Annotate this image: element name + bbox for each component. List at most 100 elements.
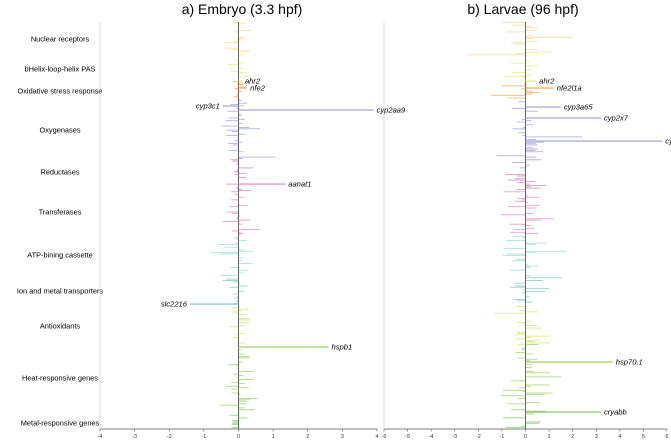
gene-bar <box>525 410 546 412</box>
gene-bar <box>236 108 239 109</box>
gene-bar <box>230 206 239 208</box>
gene-bar <box>237 93 239 95</box>
gene-bar <box>220 253 239 255</box>
gene-bar <box>525 202 529 204</box>
gene-bar <box>516 331 526 333</box>
panel-b-x-axis: -6 -5 -4 -3 -2 -1 0 1 2 3 4 5 6 <box>382 22 669 440</box>
gene-bar <box>238 407 245 409</box>
gene-bar <box>238 100 242 101</box>
gene-bar <box>525 256 527 258</box>
gene-bar <box>238 90 243 92</box>
gene-bar <box>238 76 251 78</box>
gene-bar <box>500 214 526 216</box>
gene-bar <box>234 140 239 142</box>
gene-bar <box>238 229 261 231</box>
gene-bar <box>506 31 526 33</box>
gene-bar <box>525 277 562 279</box>
gene-bar <box>510 286 526 288</box>
x-tick-label: 6 <box>665 434 668 440</box>
gene-bar <box>525 93 533 95</box>
gene-bar <box>525 124 534 126</box>
gene-bar <box>525 421 542 423</box>
gene-bar <box>468 54 526 56</box>
gene-bar <box>523 82 526 84</box>
gene-bar <box>525 385 531 387</box>
gene-bar <box>510 231 526 233</box>
gene-bar <box>236 218 239 220</box>
x-tick-label: 3 <box>341 434 344 440</box>
gene-bar <box>518 310 526 311</box>
gene-bar <box>232 422 239 424</box>
gene-bar <box>525 90 534 92</box>
labeled-gene-bar <box>525 87 554 89</box>
x-tick-label: -6 <box>382 434 387 440</box>
gene-bar <box>502 22 526 23</box>
gene-bar <box>524 50 526 52</box>
gene-bar <box>237 101 239 103</box>
gene-bar <box>525 267 531 268</box>
gene-bar <box>222 221 239 222</box>
gene-bar <box>525 40 538 42</box>
gene-bar <box>525 218 554 220</box>
x-tick-label: -4 <box>429 434 434 440</box>
gene-bar <box>525 26 533 27</box>
gene-label: cyp3a65 <box>564 103 593 112</box>
gene-bar <box>525 187 541 189</box>
gene-bar <box>238 176 247 178</box>
gene-bar <box>516 189 526 190</box>
gene-bar <box>238 98 241 100</box>
category-label: Antioxidants <box>40 322 81 331</box>
gene-bar <box>232 160 239 162</box>
gene-bar <box>515 258 526 260</box>
gene-bar <box>238 122 243 124</box>
gene-bar <box>238 375 244 376</box>
gene-label: cyp3c1 <box>196 102 220 111</box>
gene-bar <box>238 263 253 264</box>
gene-bar <box>525 290 546 292</box>
gene-bar <box>232 421 239 423</box>
gene-bar <box>525 180 536 182</box>
gene-bar <box>234 237 239 239</box>
gene-bar <box>238 248 240 250</box>
gene-bar <box>238 305 240 307</box>
gene-bar <box>505 426 526 428</box>
gene-bar <box>231 388 239 390</box>
gene-bar <box>238 114 243 116</box>
gene-bar <box>238 62 243 64</box>
gene-bar <box>236 345 239 347</box>
labeled-gene-bar <box>525 140 663 142</box>
gene-bar <box>512 260 526 262</box>
gene-bar <box>517 300 526 302</box>
gene-bar <box>231 199 239 201</box>
gene-bar <box>525 30 537 31</box>
gene-bar <box>238 324 246 326</box>
gene-bar <box>228 117 239 119</box>
gene-bar <box>512 298 526 300</box>
gene-bar <box>229 414 239 416</box>
gene-bar <box>525 143 536 145</box>
gene-bar <box>231 311 239 313</box>
gene-bar <box>514 282 526 284</box>
gene-bar <box>519 387 526 389</box>
gene-bar <box>237 301 239 303</box>
gene-bar <box>517 198 526 199</box>
gene-bar <box>232 420 239 422</box>
gene-bar <box>525 288 549 290</box>
gene-bar <box>524 170 526 172</box>
x-tick-label: 2 <box>306 434 309 440</box>
gene-bar <box>231 191 239 193</box>
gene-bar <box>525 185 546 186</box>
gene-bar <box>238 310 242 311</box>
gene-bar <box>233 96 239 98</box>
gene-bar <box>238 356 250 358</box>
gene-bar <box>231 230 239 232</box>
gene-bar <box>238 353 245 355</box>
gene-bar <box>234 174 239 176</box>
gene-bar <box>511 409 526 411</box>
gene-bar <box>525 38 533 40</box>
gene-bar <box>238 105 245 107</box>
gene-bar <box>225 385 239 387</box>
gene-bar <box>238 308 249 310</box>
gene-bar <box>233 171 239 173</box>
gene-bar <box>523 289 526 291</box>
